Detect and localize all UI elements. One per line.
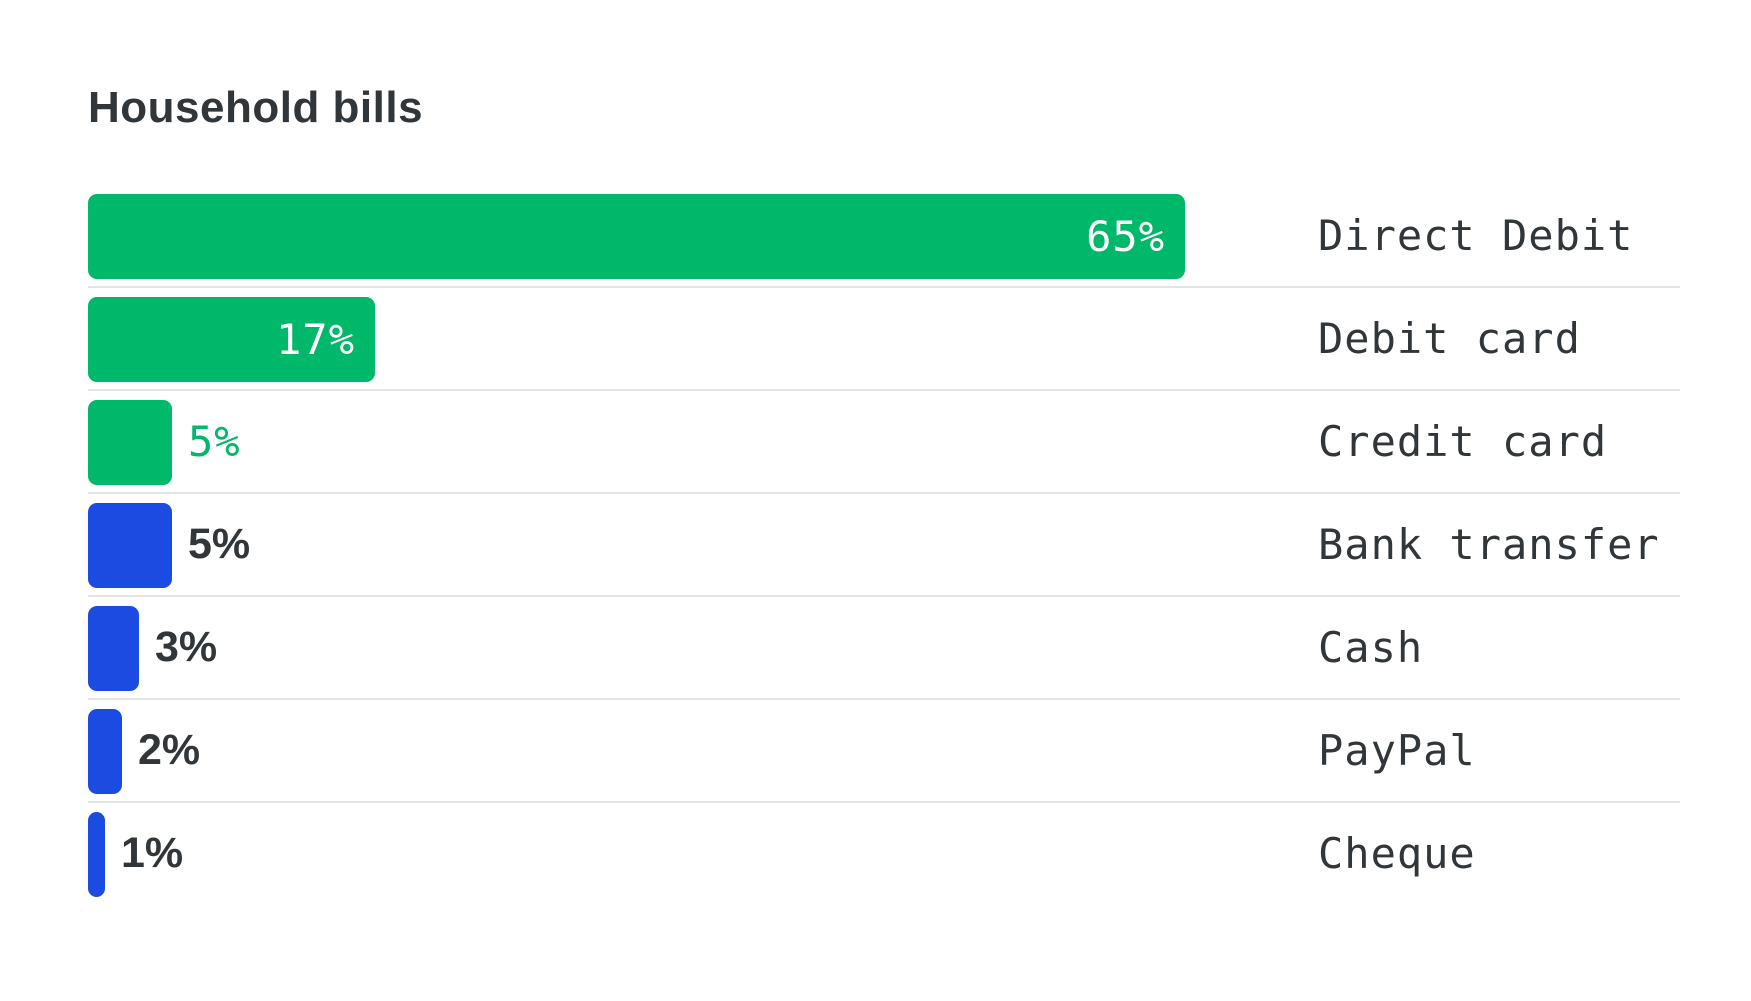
chart-row-debit-card: 17% Debit card <box>88 288 1680 391</box>
bar-cash <box>88 606 139 691</box>
chart-row-bank-transfer: 5% Bank transfer <box>88 494 1680 597</box>
category-label-credit-card: Credit card <box>1318 417 1608 466</box>
bar-paypal <box>88 709 122 794</box>
bar-chart: 65% Direct Debit 17% Debit card 5% Credi… <box>88 185 1680 906</box>
chart-row-direct-debit: 65% Direct Debit <box>88 185 1680 288</box>
category-label-direct-debit: Direct Debit <box>1318 211 1634 260</box>
value-label-cheque: 1% <box>121 829 184 877</box>
category-label-debit-card: Debit card <box>1318 314 1581 363</box>
bar-debit-card: 17% <box>88 297 375 382</box>
value-label-debit-card: 17% <box>276 315 355 364</box>
value-label-cash: 3% <box>155 623 218 671</box>
category-label-bank-transfer: Bank transfer <box>1318 520 1660 569</box>
chart-row-paypal: 2% PayPal <box>88 700 1680 803</box>
bar-direct-debit: 65% <box>88 194 1185 279</box>
value-label-direct-debit: 65% <box>1086 212 1165 261</box>
value-label-bank-transfer: 5% <box>188 520 251 568</box>
category-label-paypal: PayPal <box>1318 726 1476 775</box>
chart-row-cash: 3% Cash <box>88 597 1680 700</box>
category-label-cheque: Cheque <box>1318 829 1476 878</box>
bar-bank-transfer <box>88 503 172 588</box>
value-label-credit-card: 5% <box>188 417 241 466</box>
value-label-paypal: 2% <box>138 726 201 774</box>
chart-row-credit-card: 5% Credit card <box>88 391 1680 494</box>
chart-title: Household bills <box>88 83 424 132</box>
chart-row-cheque: 1% Cheque <box>88 803 1680 906</box>
bar-credit-card <box>88 400 172 485</box>
category-label-cash: Cash <box>1318 623 1424 672</box>
bar-cheque <box>88 812 105 897</box>
